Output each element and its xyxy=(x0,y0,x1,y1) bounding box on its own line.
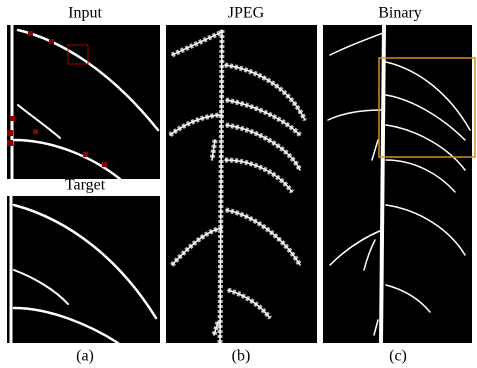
panel-title: JPEG xyxy=(228,5,265,22)
target-image xyxy=(7,196,160,343)
panel-title: Binary xyxy=(378,5,422,22)
figure: Input Target (a) JPEG (b) Binary xyxy=(0,0,477,368)
panel-caption: (b) xyxy=(232,348,251,365)
panel-title: Input xyxy=(68,5,102,22)
panel-caption: (c) xyxy=(389,348,407,365)
binary-image xyxy=(323,25,472,343)
panel-caption: (a) xyxy=(76,348,94,365)
panel-title: Target xyxy=(65,177,106,194)
